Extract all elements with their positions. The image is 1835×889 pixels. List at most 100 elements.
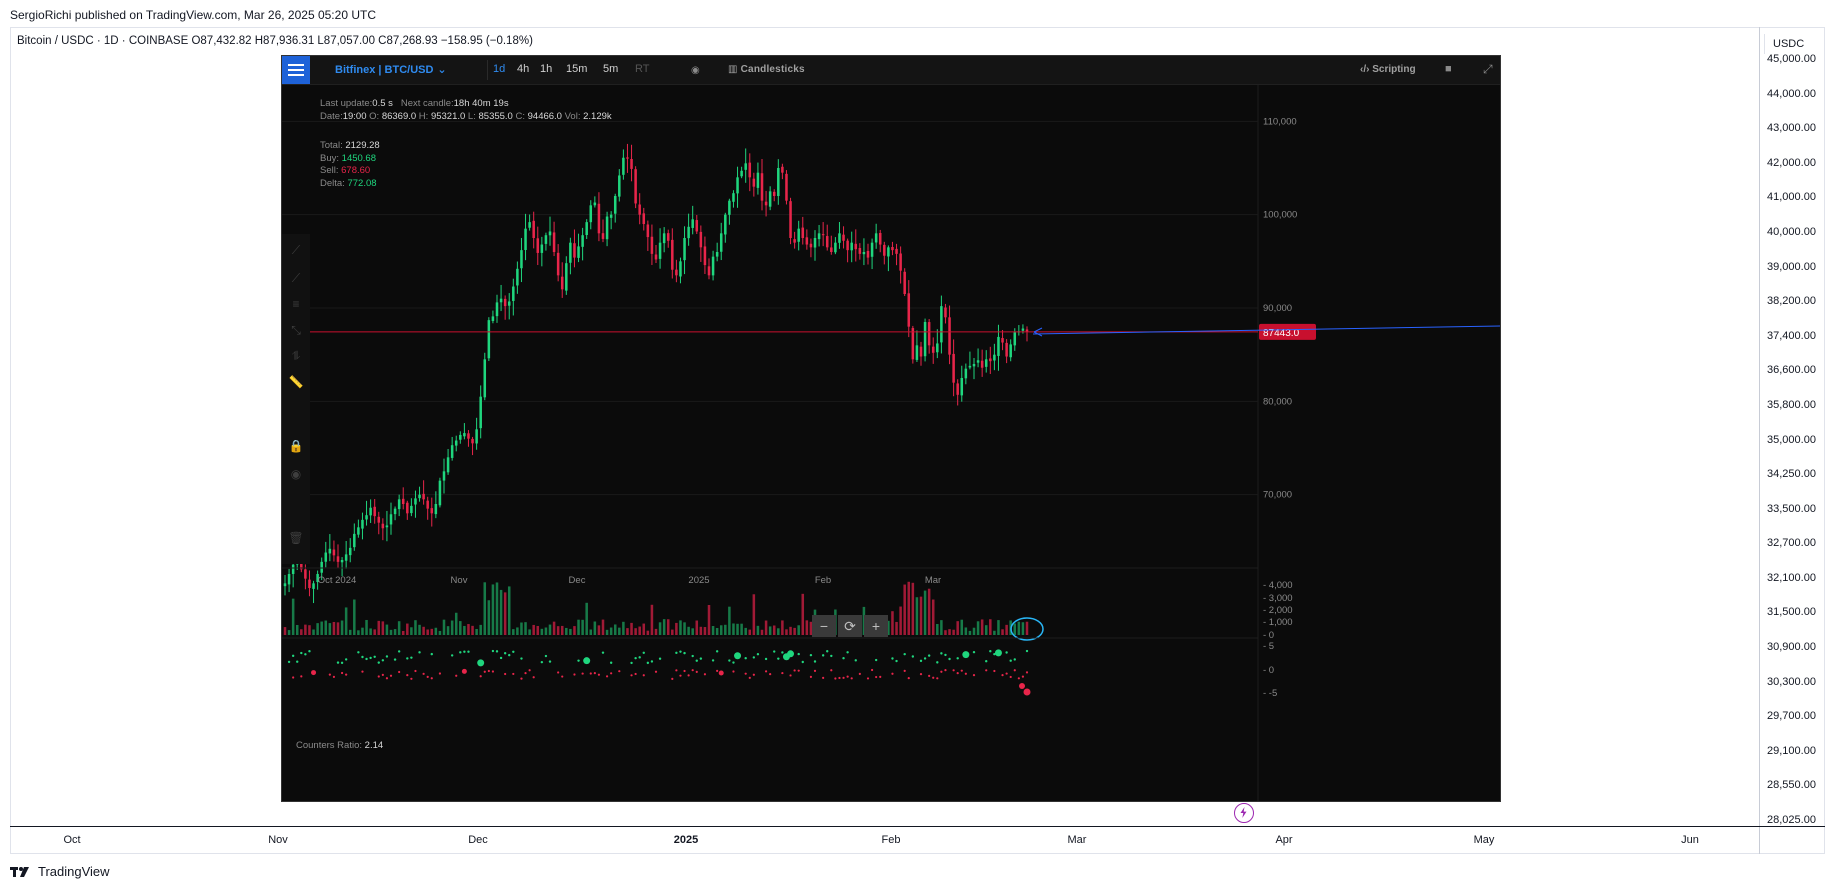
outer-price-tick: 44,000.00 xyxy=(1767,87,1816,100)
scripting-label: Scripting xyxy=(1372,64,1416,75)
counter-dot-positive xyxy=(650,660,654,663)
lock-icon[interactable]: 🔒 xyxy=(288,439,304,453)
visibility-icon[interactable]: ◉ xyxy=(290,467,302,481)
candle-body xyxy=(777,168,780,197)
zoom-out-button[interactable]: − xyxy=(812,615,836,637)
candle-body xyxy=(300,559,303,570)
counter-dot-negative xyxy=(679,674,682,677)
outer-price-tick: 28,025.00 xyxy=(1767,814,1816,826)
currency-badge[interactable]: USDC xyxy=(1764,34,1816,54)
candle-body xyxy=(719,233,723,252)
volume-bar xyxy=(756,625,760,635)
counter-dot-negative xyxy=(634,672,637,676)
menu-icon[interactable] xyxy=(282,56,310,84)
volume-bar xyxy=(573,626,576,635)
volume-bar xyxy=(895,621,898,635)
counter-dot-positive xyxy=(923,657,927,660)
outer-price-tick: 36,600.00 xyxy=(1767,364,1816,377)
volume-tick-label: - 1,000 xyxy=(1263,617,1293,628)
candle-body xyxy=(622,157,625,175)
tradingview-footer[interactable]: TradingView xyxy=(10,864,110,879)
zoom-in-button[interactable]: + xyxy=(864,615,888,637)
volume-bar xyxy=(410,627,413,635)
counter-dot-positive xyxy=(369,656,372,660)
timeframe-1h[interactable]: 1h xyxy=(540,63,553,75)
counters-ratio-value: 2.14 xyxy=(364,740,384,751)
candle-body xyxy=(397,499,401,510)
candle-body xyxy=(666,233,670,241)
candle-body xyxy=(532,220,535,238)
counter-dot-positive xyxy=(679,650,682,653)
counter-dot-positive xyxy=(577,659,580,662)
counter-dot-negative xyxy=(483,670,486,673)
candle-body xyxy=(679,261,682,277)
candle-body xyxy=(805,237,809,245)
timeframe-1d[interactable]: 1d xyxy=(493,63,506,75)
counter-dot-positive xyxy=(936,661,939,664)
candlestick-chart[interactable]: 110,000 100,000 90,000 80,000 70,000 87443.0 O… xyxy=(282,56,1501,802)
volume-bar xyxy=(406,623,409,635)
candle-body xyxy=(654,254,658,260)
candle-body xyxy=(903,271,906,294)
volume-bar xyxy=(862,606,866,635)
outer-price-tick: 35,800.00 xyxy=(1767,398,1816,411)
volume-bar xyxy=(438,630,442,635)
ruler-tool-icon[interactable]: 📏 xyxy=(288,375,304,389)
fib-tool-icon[interactable]: ≡ xyxy=(292,297,300,311)
counter-dot-positive xyxy=(919,659,923,663)
y-tick-label: 110,000 xyxy=(1263,116,1297,127)
candle-body xyxy=(450,445,454,458)
counter-dot-negative xyxy=(748,676,751,679)
counter-dot-negative xyxy=(830,669,833,672)
counter-dot-negative xyxy=(426,675,429,679)
counter-dot-positive xyxy=(344,658,348,661)
scripting-button[interactable]: ‹/› Scripting xyxy=(1360,64,1416,75)
candle-body xyxy=(401,498,405,504)
timeframe-15m[interactable]: 15m xyxy=(566,63,588,75)
oscillator-tick-label: - 5 xyxy=(1263,641,1274,652)
counter-dot-positive xyxy=(377,661,380,664)
counter-dot-positive xyxy=(948,657,951,661)
channel-tool-icon[interactable]: ⥮ xyxy=(291,349,301,363)
counter-dot-positive xyxy=(393,658,397,661)
volume-bar xyxy=(336,622,340,635)
candle-body xyxy=(479,396,482,429)
counter-dot-negative xyxy=(769,673,772,676)
candle-body xyxy=(736,177,739,194)
expand-icon[interactable]: ⤢ xyxy=(1483,62,1493,76)
volume-bar xyxy=(671,629,674,635)
candle-body xyxy=(980,360,984,368)
volume-bar xyxy=(760,629,764,635)
counter-dot-negative xyxy=(385,677,389,680)
volume-bar xyxy=(736,623,739,635)
timeframe-5m[interactable]: 5m xyxy=(603,63,619,75)
camera-icon[interactable]: ■ xyxy=(1445,63,1452,75)
volume-bar xyxy=(585,602,588,635)
counter-dot-positive xyxy=(781,651,784,654)
trash-icon[interactable]: 🗑 xyxy=(288,531,304,545)
outer-date-tick: Feb xyxy=(881,834,901,846)
outer-date-tick: May xyxy=(1473,834,1495,846)
feed-selector[interactable]: Bitfinex | BTC/USD ⌄ xyxy=(335,63,447,76)
eye-icon[interactable]: ◉ xyxy=(691,65,700,76)
counter-dot-positive xyxy=(373,655,376,659)
volume-bar xyxy=(581,619,584,635)
ray-tool-icon[interactable]: ⟋ xyxy=(291,271,301,285)
timeframe-4h[interactable]: 4h xyxy=(517,63,530,75)
reset-zoom-button[interactable]: ⟳ xyxy=(838,615,862,637)
counter-dot-negative xyxy=(764,670,768,673)
volume-bar xyxy=(512,629,515,635)
chart-type-button[interactable]: ▥ Candlesticks xyxy=(728,64,805,75)
candle-body xyxy=(838,233,841,243)
volume-bar xyxy=(630,622,633,635)
lightning-icon[interactable] xyxy=(1234,803,1254,823)
candle-body xyxy=(536,238,540,253)
counter-dot-negative xyxy=(1001,674,1004,677)
volume-bar xyxy=(683,622,686,635)
volume-bar xyxy=(972,627,976,635)
timeframe-rt[interactable]: RT xyxy=(635,63,650,75)
oscillator-tick-label: - 0 xyxy=(1263,665,1274,676)
measure-tool-icon[interactable]: ⤡ xyxy=(291,323,301,337)
trendline-tool-icon[interactable]: ⟋ xyxy=(291,243,301,257)
date-value: 19:00 xyxy=(342,110,367,122)
